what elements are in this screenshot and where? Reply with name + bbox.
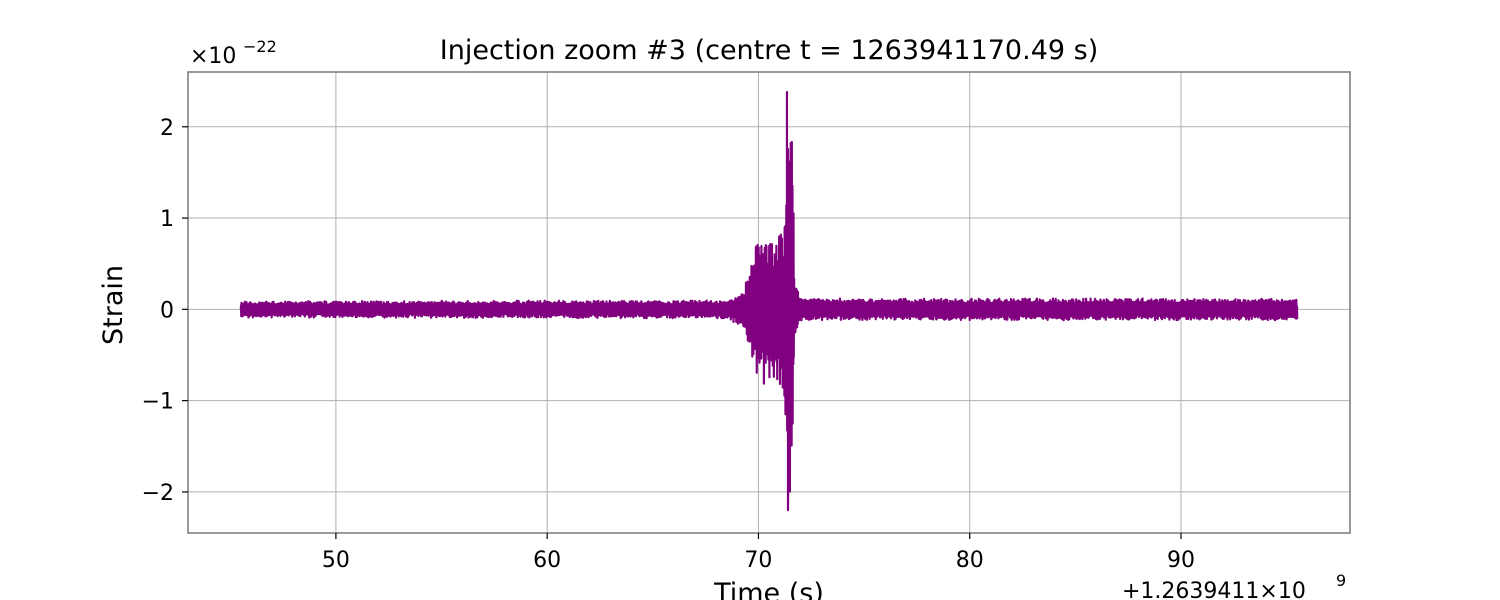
y-tick-label: 0 <box>160 298 174 323</box>
y-axis-label: Strain <box>98 265 129 345</box>
x-offset-label: +1.2639411×10 9 <box>1122 571 1346 600</box>
strain-series <box>239 90 1299 512</box>
x-axis-label: Time (s) <box>713 578 824 600</box>
x-tick-label: 50 <box>322 548 350 573</box>
strain-line <box>239 90 1299 512</box>
x-tick-label: 60 <box>533 548 561 573</box>
x-tick-label: 90 <box>1167 548 1195 573</box>
y-scale-exponent: −22 <box>243 37 277 56</box>
y-scale-label: ×10 −22 <box>190 37 277 69</box>
x-offset-base: +1.2639411×10 <box>1122 579 1306 600</box>
y-scale-base: ×10 <box>190 44 236 69</box>
y-tick-label: −1 <box>142 390 174 415</box>
axis-ticks: 50 60 70 80 90 2 1 0 −1 −2 <box>142 116 1195 573</box>
plot-frame <box>187 71 1351 534</box>
y-tick-label: −2 <box>142 481 174 506</box>
y-tick-label: 1 <box>160 207 174 232</box>
x-offset-exponent: 9 <box>1336 571 1346 590</box>
y-tick-label: 2 <box>160 116 174 141</box>
chart-title: Injection zoom #3 (centre t = 1263941170… <box>440 35 1098 66</box>
x-tick-label: 70 <box>744 548 772 573</box>
x-tick-label: 80 <box>956 548 984 573</box>
